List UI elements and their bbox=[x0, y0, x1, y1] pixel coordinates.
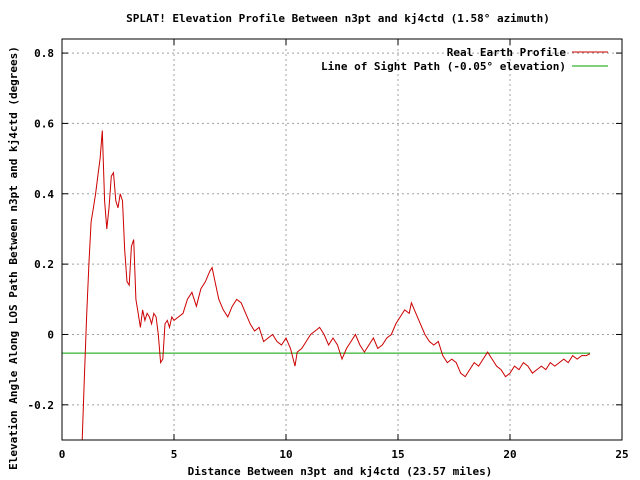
legend-label: Line of Sight Path (-0.05° elevation) bbox=[321, 60, 566, 73]
grid-layer bbox=[62, 39, 622, 440]
x-tick-label: 0 bbox=[59, 448, 66, 461]
y-tick-label: 0.2 bbox=[34, 258, 54, 271]
plot-frame bbox=[61, 38, 623, 441]
x-axis-label: Distance Between n3pt and kj4ctd (23.57 … bbox=[188, 465, 493, 478]
tick-layer: 0 5 10 15 20 25 -0.2 0 0.2 0.4 0.6 0.8 bbox=[28, 39, 629, 461]
legend-label: Real Earth Profile bbox=[447, 46, 567, 59]
y-tick-label: 0.4 bbox=[34, 188, 54, 201]
y-tick-label: 0.6 bbox=[34, 117, 54, 130]
y-axis-label: Elevation Angle Along LOS Path Between n… bbox=[7, 46, 20, 470]
x-tick-label: 15 bbox=[391, 448, 404, 461]
x-tick-label: 10 bbox=[279, 448, 292, 461]
real-earth-profile-line bbox=[81, 130, 591, 440]
y-tick-label: 0 bbox=[47, 328, 54, 341]
y-tick-label: -0.2 bbox=[28, 399, 55, 412]
x-tick-label: 20 bbox=[503, 448, 516, 461]
x-tick-label: 5 bbox=[171, 448, 178, 461]
series-layer bbox=[62, 130, 591, 440]
y-tick-label: 0.8 bbox=[34, 47, 54, 60]
x-tick-label: 25 bbox=[615, 448, 628, 461]
chart-title: SPLAT! Elevation Profile Between n3pt an… bbox=[126, 12, 550, 25]
